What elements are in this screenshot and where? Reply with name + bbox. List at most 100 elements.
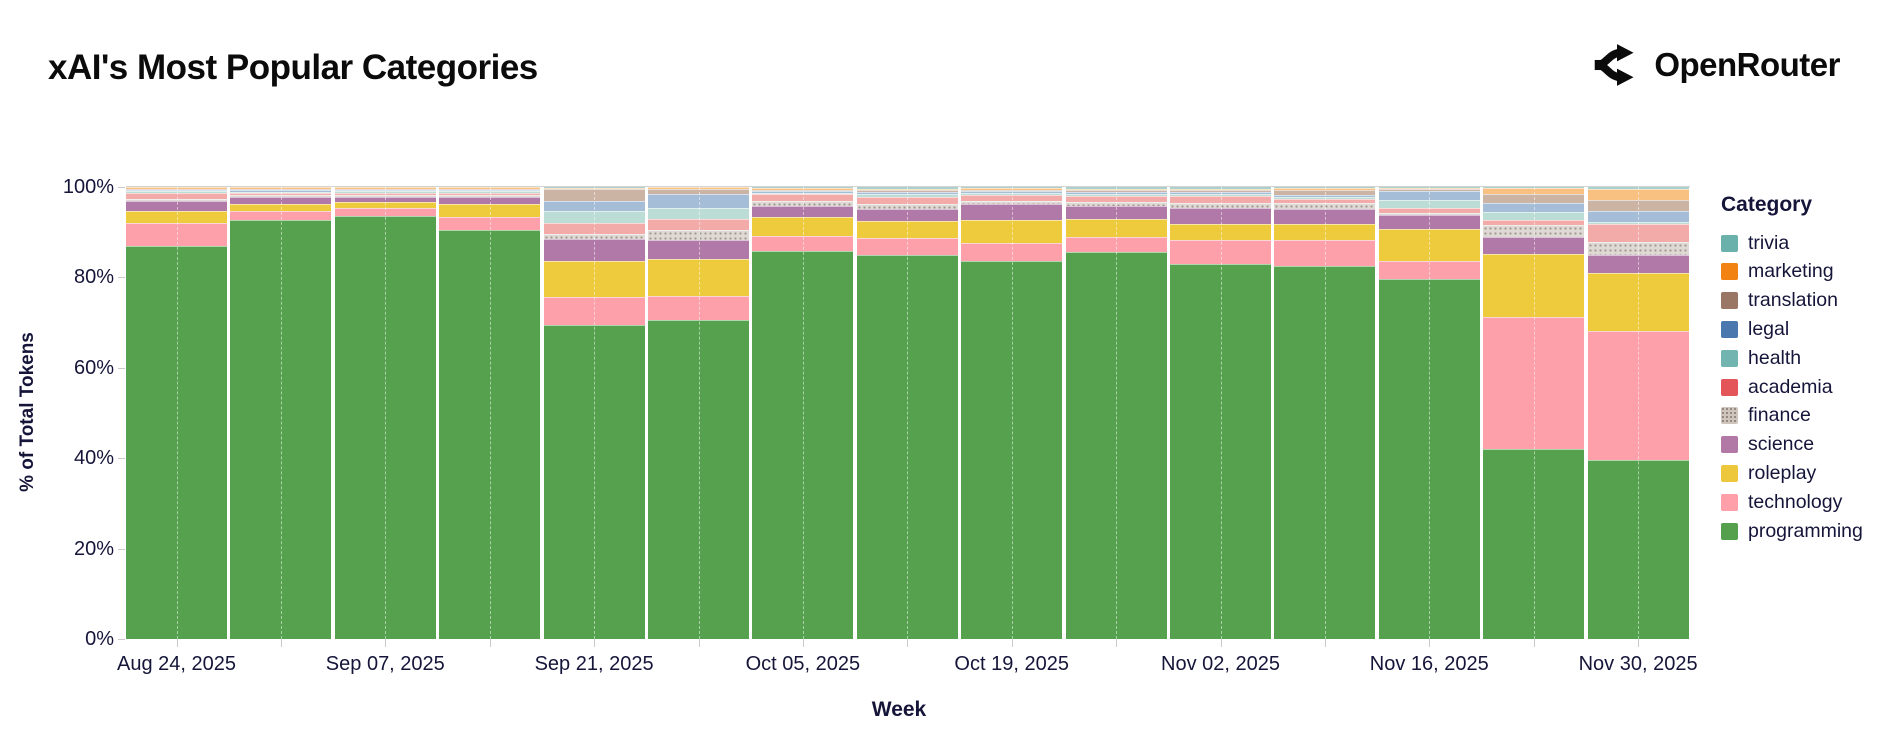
legend-item-marketing: marketing (1721, 260, 1834, 283)
segment-legal[interactable] (543, 201, 645, 212)
segment-technology[interactable] (1170, 239, 1271, 265)
segment-technology[interactable] (230, 211, 332, 220)
legend-swatch-finance (1721, 407, 1738, 425)
segment-health[interactable] (648, 207, 749, 219)
segment-finance[interactable] (1483, 225, 1585, 238)
segment-academia[interactable] (543, 222, 645, 234)
segment-legal[interactable] (1378, 190, 1480, 200)
segment-technology[interactable] (648, 296, 749, 321)
segment-roleplay[interactable] (1378, 229, 1480, 261)
legend-swatch-programming (1721, 522, 1738, 540)
segment-academia[interactable] (856, 196, 958, 205)
segment-programming[interactable] (856, 255, 958, 639)
segment-science[interactable] (1483, 237, 1585, 254)
segment-roleplay[interactable] (439, 203, 541, 217)
segment-technology[interactable] (856, 238, 958, 256)
legend-swatch-academia (1721, 378, 1738, 396)
segment-science[interactable] (648, 240, 749, 259)
segment-health[interactable] (543, 211, 645, 223)
segment-roleplay[interactable] (856, 220, 958, 239)
segment-science[interactable] (752, 206, 854, 218)
segment-academia[interactable] (1170, 196, 1271, 204)
bar-week-oct-19-2025 (961, 187, 1063, 639)
segment-technology[interactable] (1378, 260, 1480, 279)
segment-programming[interactable] (648, 320, 749, 640)
segment-roleplay[interactable] (1483, 253, 1585, 318)
segment-technology[interactable] (1483, 317, 1585, 450)
segment-marketing[interactable] (1587, 188, 1689, 201)
segment-academia[interactable] (1065, 195, 1167, 203)
segment-science[interactable] (1587, 254, 1689, 273)
segment-programming[interactable] (126, 246, 227, 639)
segment-health[interactable] (1483, 212, 1585, 221)
segment-legal[interactable] (1483, 203, 1585, 213)
segment-programming[interactable] (1170, 264, 1271, 639)
segment-technology[interactable] (334, 208, 436, 216)
segment-roleplay[interactable] (543, 261, 645, 298)
segment-science[interactable] (1065, 205, 1167, 220)
legend-label: legal (1748, 317, 1790, 340)
segment-programming[interactable] (1587, 459, 1689, 639)
segment-technology[interactable] (439, 216, 541, 230)
segment-programming[interactable] (961, 261, 1063, 639)
segment-health[interactable] (1378, 199, 1480, 208)
segment-science[interactable] (126, 200, 227, 212)
segment-roleplay[interactable] (1065, 219, 1167, 237)
segment-programming[interactable] (334, 215, 436, 639)
segment-translation[interactable] (1483, 194, 1585, 204)
segment-technology[interactable] (752, 235, 854, 252)
segment-science[interactable] (439, 196, 541, 204)
segment-roleplay[interactable] (961, 219, 1063, 243)
segment-science[interactable] (961, 204, 1063, 220)
segment-programming[interactable] (1065, 251, 1167, 639)
segment-science[interactable] (1274, 209, 1376, 225)
segment-legal[interactable] (648, 193, 749, 208)
segment-roleplay[interactable] (1274, 224, 1376, 241)
legend-item-roleplay: roleplay (1721, 462, 1816, 484)
segment-science[interactable] (230, 196, 332, 204)
segment-finance[interactable] (1587, 241, 1689, 255)
segment-roleplay[interactable] (230, 203, 332, 212)
segment-programming[interactable] (752, 251, 854, 639)
legend-label: health (1748, 346, 1802, 369)
segment-technology[interactable] (126, 223, 227, 247)
y-axis-label: 60% (73, 356, 114, 379)
y-axis-tick (118, 187, 125, 188)
segment-technology[interactable] (1065, 236, 1167, 252)
segment-roleplay[interactable] (1170, 223, 1271, 240)
segment-programming[interactable] (1378, 278, 1480, 639)
segment-translation[interactable] (1587, 200, 1689, 212)
segment-academia[interactable] (1587, 224, 1689, 242)
segment-science[interactable] (1378, 215, 1480, 230)
x-axis-tick (280, 639, 282, 647)
segment-roleplay[interactable] (1587, 272, 1689, 332)
segment-technology[interactable] (1274, 240, 1376, 267)
segment-science[interactable] (543, 239, 645, 262)
segment-legal[interactable] (1587, 211, 1689, 223)
segment-roleplay[interactable] (752, 217, 854, 236)
segment-technology[interactable] (1587, 331, 1689, 460)
segment-programming[interactable] (1483, 449, 1585, 639)
x-axis-label: Nov 16, 2025 (1369, 653, 1489, 675)
segment-programming[interactable] (230, 219, 332, 639)
segment-programming[interactable] (1274, 266, 1376, 639)
segment-science[interactable] (856, 208, 958, 221)
segment-finance[interactable] (648, 229, 749, 241)
segment-roleplay[interactable] (648, 258, 749, 297)
legend-item-programming: programming (1721, 520, 1863, 542)
legend-item-science: science (1721, 433, 1814, 456)
openrouter-logo[interactable]: OpenRouter (1594, 42, 1840, 88)
segment-technology[interactable] (543, 297, 645, 326)
segment-academia[interactable] (648, 218, 749, 230)
segment-academia[interactable] (752, 194, 854, 202)
y-axis-tick (118, 548, 125, 550)
y-axis-tick (118, 277, 125, 279)
segment-science[interactable] (1170, 207, 1271, 224)
segment-programming[interactable] (543, 325, 645, 640)
segment-roleplay[interactable] (126, 211, 227, 224)
bar-week-sep-21-2025 (543, 187, 645, 640)
segment-translation[interactable] (543, 189, 645, 202)
segment-technology[interactable] (961, 242, 1063, 262)
segment-programming[interactable] (439, 229, 541, 639)
